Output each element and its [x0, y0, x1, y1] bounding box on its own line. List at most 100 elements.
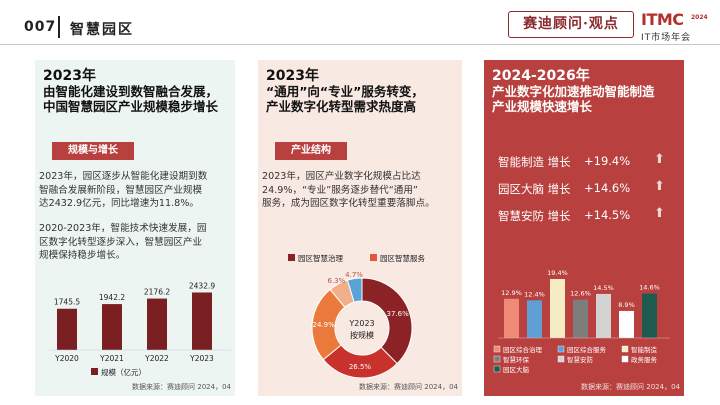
bar — [192, 292, 212, 350]
bar-value-label: 12.6% — [570, 290, 591, 298]
growth-name: 智能制造 增长 — [498, 155, 571, 169]
panel-scale-growth: 2023年 由智能化建设到数智融合发展， 中国智慧园区产业规模稳步增长 规模与增… — [35, 60, 235, 396]
legend-swatch — [91, 368, 98, 375]
legend-swatch — [493, 345, 501, 353]
bar-value-label: 14.6% — [639, 284, 660, 292]
donut-slice — [346, 277, 363, 303]
arrow-up-icon: ⬆ — [654, 206, 665, 221]
growth-name: 智慧安防 增长 — [498, 209, 571, 223]
donut-center-label: Y2023 — [348, 319, 374, 328]
legend-label: 智能制造 — [631, 345, 658, 354]
panel3-heading: 2024-2026年 产业数字化加速推动智能制造 产业规模快速增长 — [492, 68, 655, 114]
donut-slice — [361, 277, 413, 365]
bar — [596, 293, 611, 338]
forecast-bar-chart: 12.9% 12.4% 19.4% 12.6%14.5% 8.9% 14.6% 园区综合治理… — [493, 269, 670, 374]
legend-label: 智慧环保 — [503, 355, 530, 364]
panel2-heading-line3: 产业数字化转型需求热度高 — [266, 99, 417, 114]
panel1-para2-line: 2020-2023年，智能技术快速发展，园 — [39, 223, 207, 234]
panel1-para2: 2020-2023年，智能技术快速发展，园 区数字化转型逐步深入，智慧园区产业 … — [39, 222, 206, 263]
legend-label: 政务服务 — [631, 355, 658, 364]
panel1-para1-line: 达2432.9亿元，同比增速为11.8%。 — [39, 198, 199, 209]
logo-main-text: ITMC — [641, 10, 684, 29]
legend-swatch — [621, 355, 629, 363]
logo-subtitle: IT市场年会 — [641, 33, 692, 43]
panel1-heading-line1: 2023年 — [43, 68, 96, 84]
brand-badge: 赛迪顾问·观点 — [508, 11, 634, 38]
arrow-up-icon: ⬆ — [654, 152, 665, 167]
legend-label: 园区智慧服务 — [380, 253, 425, 263]
legend-swatch — [370, 254, 377, 261]
bar-value-label: 8.9% — [618, 301, 635, 309]
panel2-tag: 产业结构 — [275, 142, 347, 160]
bar — [147, 298, 167, 350]
panel2-heading: 2023年 “通用”向“专业”服务转变， 产业数字化转型需求热度高 — [266, 68, 424, 114]
x-tick-label: Y2023 — [189, 354, 214, 363]
arrow-up-icon: ⬆ — [654, 179, 665, 194]
bar — [527, 300, 542, 338]
legend-label: 园区综合服务 — [567, 345, 607, 354]
bar — [550, 279, 565, 338]
panel2-para1: 2023年，园区产业数字化规模占比达 24.9%，“专业”服务逐步替代“通用” … — [262, 170, 435, 211]
bar — [57, 308, 77, 350]
bar — [573, 299, 588, 338]
panel1-heading: 2023年 由智能化建设到数智融合发展， 中国智慧园区产业规模稳步增长 — [43, 68, 218, 114]
bar — [504, 298, 519, 338]
legend-label: 智慧安防 — [567, 355, 594, 364]
x-tick-label: Y2020 — [54, 354, 79, 363]
panel1-para2-line: 规模保持稳步增长。 — [39, 250, 126, 261]
panel-industry-structure: 2023年 “通用”向“专业”服务转变， 产业数字化转型需求热度高 产业结构 2… — [258, 60, 462, 396]
slice-label: 24.9% — [313, 321, 336, 329]
panel1-tag: 规模与增长 — [52, 142, 134, 160]
legend-swatch — [557, 345, 565, 353]
bar — [619, 310, 634, 338]
bar-value-label: 12.9% — [501, 289, 522, 297]
panel3-heading-line2: 产业数字化加速推动智能制造 — [492, 84, 655, 99]
scale-bar-chart: 1745.5 Y2020 1942.2 Y2021 2176.2 Y2022 2432.9 Y… — [49, 281, 231, 377]
legend-label: 园区大脑 — [503, 365, 530, 374]
growth-pct: +14.6% — [584, 181, 631, 195]
legend-swatch — [288, 254, 295, 261]
legend-swatch — [493, 355, 501, 363]
page-number: 007 — [24, 19, 57, 35]
panel2-para1-line: 服务，成为园区数字化转型重要落脚点。 — [262, 198, 435, 209]
panel3-heading-line3: 产业规模快速增长 — [492, 99, 593, 114]
bar-value-label: 2432.9 — [189, 281, 215, 290]
panel2-heading-line2: “通用”向“专业”服务转变， — [266, 84, 424, 99]
growth-name: 园区大脑 增长 — [498, 182, 571, 196]
page-title: 智慧园区 — [70, 22, 134, 38]
slice-label: 6.3% — [328, 277, 346, 285]
legend-label: 园区智慧治理 — [298, 253, 343, 263]
legend-swatch — [493, 365, 501, 373]
x-tick-label: Y2021 — [99, 354, 124, 363]
panel3-source: 数据来源：赛迪顾问 2024，04 — [581, 383, 680, 391]
itmc-logo: ITMC 2024 IT市场年会 — [641, 10, 713, 43]
panel1-para1-line: 智融合发展新阶段，智慧园区产业规模 — [39, 184, 203, 196]
bar-value-label: 1745.5 — [54, 298, 80, 307]
panel2-source: 数据来源：赛迪顾问 2024，04 — [359, 383, 458, 391]
panel1-para2-line: 区数字化转型逐步深入，智慧园区产业 — [39, 236, 203, 248]
slice-label: 37.6% — [386, 310, 409, 318]
bar-value-label: 12.4% — [524, 290, 545, 298]
legend-label: 园区综合治理 — [503, 345, 543, 354]
panel1-source: 数据来源：赛迪顾问 2024，04 — [132, 383, 231, 391]
panel1-heading-line3: 中国智慧园区产业规模稳步增长 — [43, 99, 219, 114]
legend-swatch — [557, 355, 565, 363]
panel-forecast: 2024-2026年 产业数字化加速推动智能制造 产业规模快速增长 智能制造 增… — [484, 60, 684, 396]
panel1-para1-line: 2023年，园区逐步从智能化建设期到数 — [39, 171, 208, 182]
bar — [642, 293, 657, 338]
growth-pct: +19.4% — [584, 154, 631, 168]
structure-donut-chart: 园区智慧治理 园区智慧服务 37.6% 26.5% 24.9% 6.3%4.7% Y2023… — [288, 253, 425, 379]
header-divider — [58, 16, 60, 38]
x-tick-label: Y2022 — [144, 354, 169, 363]
panel3-heading-line1: 2024-2026年 — [492, 68, 590, 84]
bar-value-label: 1942.2 — [99, 293, 125, 302]
logo-year: 2024 — [691, 14, 708, 21]
panel2-para1-line: 24.9%，“专业”服务逐步替代“通用” — [262, 184, 418, 196]
header-rule — [0, 44, 720, 45]
slice-label: 26.5% — [349, 363, 372, 371]
bar-value-label: 2176.2 — [144, 288, 170, 297]
growth-pct: +14.5% — [584, 208, 631, 222]
bar — [102, 304, 122, 350]
bar-value-label: 19.4% — [547, 269, 568, 277]
